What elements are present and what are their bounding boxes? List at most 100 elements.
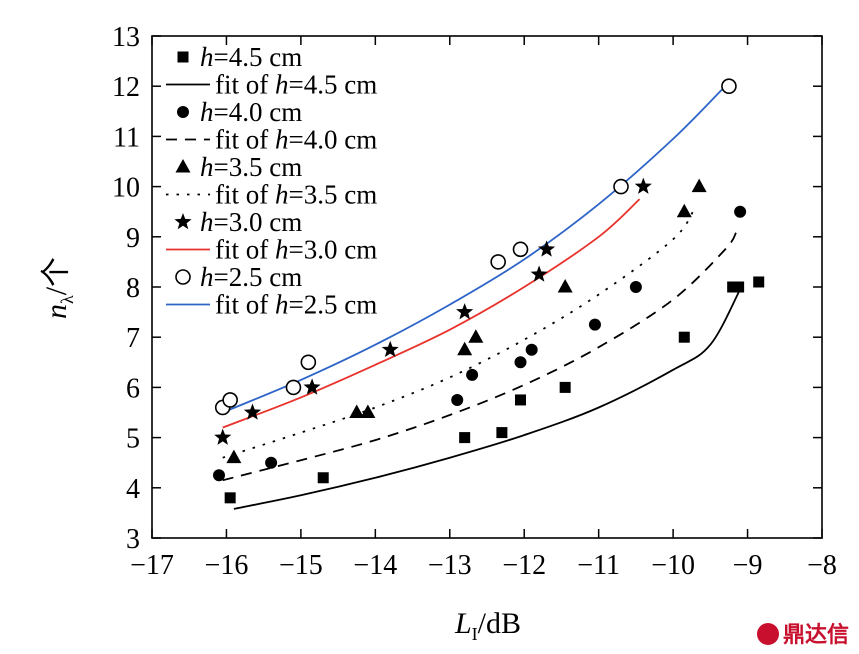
data-point-square [224,492,236,504]
y-tick-label: 7 [126,323,140,354]
x-tick-label: −13 [428,550,472,581]
data-point-square [496,427,508,439]
x-tick-label: −10 [651,550,695,581]
data-point-circle [213,469,225,482]
data-point-circle [588,318,601,331]
legend-label-variable: h [200,97,214,127]
data-point-star [381,340,399,357]
legend-label-value: =4.5 cm [214,42,303,72]
y-tick-label: 10 [112,173,140,204]
data-point-square [459,432,471,444]
data-point-open-circle [613,178,629,195]
legend-label-variable: h [275,235,289,265]
data-point-circle [629,281,642,293]
legend-label: h=3.0 cm [200,207,302,237]
y-axis-title: nλ/个 [40,257,77,319]
legend-label-variable: h [200,152,214,182]
legend-label-variable: h [200,42,214,72]
legend-label-prefix: fit of [215,180,275,210]
data-point-triangle [457,341,473,356]
axes [151,35,823,539]
data-point-square [515,394,526,406]
data-point-star [456,303,474,320]
legend-label-prefix: fit of [215,290,275,320]
legend-label-value: =4.0 cm [214,97,303,127]
data-point-circle [734,205,747,218]
data-point-triangle [468,329,484,343]
data-point-square [753,276,765,288]
legend-label-variable: h [275,290,289,320]
data-point-star [303,378,321,395]
legend-label-value: =4.0 cm [289,125,378,155]
legend-item-0: h=4.5 cm [177,42,302,72]
legend-marker-square [177,51,189,63]
y-tick-label: 3 [126,524,140,555]
watermark: 鼎达信 [757,622,849,648]
series-line-3 [222,231,738,482]
data-point-circle [451,393,464,406]
x-axis-title-unit: /dB [478,607,521,640]
data-point-square [733,281,745,293]
tick-labels: −17 −16 −15 −14 −13 −12 −11 −10 −9 −8 3 4 5 6 7 8 9 10 11 1… [112,22,837,581]
data-point-open-circle [222,392,238,408]
watermark-logo-icon [757,623,779,645]
y-axis-title-symbol: n [40,304,73,319]
data-point-open-circle [285,379,302,396]
data-point-circle [265,456,278,469]
series-line-1 [233,289,741,510]
legend-marker-circle [177,106,189,118]
legend-label: h=4.5 cm [200,42,302,72]
legend-marker-star [174,213,192,230]
y-tick-label: 13 [112,22,140,53]
x-tick-label: −14 [353,550,397,581]
legend-item-2: h=4.0 cm [177,97,302,127]
legend-label-value: =2.5 cm [214,262,303,292]
x-axis-title-subscript: I [472,624,478,644]
legend-label-variable: h [200,207,214,237]
data-point-triangle [691,178,707,193]
legend-label-prefix: fit of [215,125,275,155]
x-tick-label: −12 [502,550,546,581]
x-tick-label: −11 [577,550,620,581]
data-point-square [727,281,739,293]
data-point-star [634,177,652,194]
series-line-7 [222,198,641,429]
data-point-star [538,240,556,257]
y-tick-label: 6 [126,373,140,404]
x-tick-label: −9 [733,550,763,581]
y-tick-label: 4 [126,474,140,505]
legend-marker-triangle [175,159,191,173]
legend-label-prefix: fit of [215,70,275,100]
legend-item-5: fit of h=3.5 cm [166,180,377,210]
legend-label: fit of h=3.0 cm [215,235,377,265]
data-point-star [243,403,262,420]
legend-label-variable: h [275,125,289,155]
legend-label-value: =4.5 cm [289,70,378,100]
legend-label: fit of h=2.5 cm [215,290,377,320]
data-point-open-circle [490,254,506,270]
data-point-open-circle [300,354,317,371]
x-tick-label: −15 [279,550,323,581]
x-tick-label: −17 [130,550,174,581]
x-tick-label: −16 [205,550,249,581]
legend-label: h=4.0 cm [200,97,302,127]
data-point-triangle [676,203,692,218]
legend-label: fit of h=3.5 cm [215,180,377,210]
data-point-square [559,381,571,393]
data-point-square [317,472,329,484]
y-tick-label: 11 [113,122,140,153]
legend-item-3: fit of h=4.0 cm [166,125,377,155]
legend-label: h=2.5 cm [200,262,302,292]
legend-label-prefix: fit of [215,235,275,265]
y-tick-label: 8 [126,273,140,304]
x-axis-title-symbol: L [454,607,472,640]
legend-item-8: h=2.5 cm [175,262,302,292]
data-point-open-circle [721,78,737,94]
data-point-star [530,265,548,282]
y-tick-label: 5 [126,424,140,455]
data-point-circle [525,343,538,356]
legend-item-1: fit of h=4.5 cm [166,70,377,100]
legend-label-value: =3.0 cm [214,207,303,237]
